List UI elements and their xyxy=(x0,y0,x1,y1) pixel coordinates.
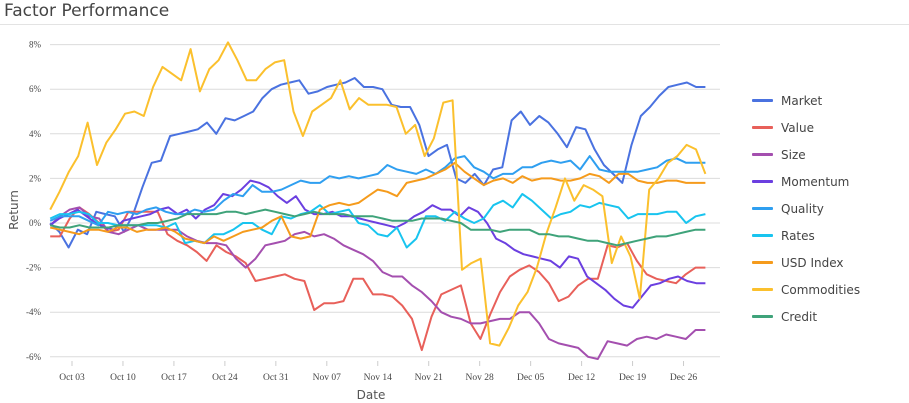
legend-label: Size xyxy=(781,147,806,162)
market-swatch-icon xyxy=(752,99,773,102)
x-tick-label: Nov 21 xyxy=(415,373,443,383)
series-line-usd-index[interactable] xyxy=(49,161,706,245)
y-tick-label: -6% xyxy=(26,352,41,362)
y-tick-label: -4% xyxy=(26,307,41,317)
momentum-swatch-icon xyxy=(752,180,773,183)
x-tick-label: Oct 03 xyxy=(59,373,85,383)
legend-item-commodities[interactable]: Commodities xyxy=(752,276,860,303)
legend-item-credit[interactable]: Credit xyxy=(752,303,860,330)
size-swatch-icon xyxy=(752,153,773,156)
legend-item-value[interactable]: Value xyxy=(752,114,860,141)
y-tick-label: 6% xyxy=(29,84,42,94)
value-swatch-icon xyxy=(752,126,773,129)
x-tick-label: Nov 28 xyxy=(466,373,494,383)
x-tick-label: Dec 05 xyxy=(517,373,544,383)
x-tick-label: Nov 07 xyxy=(313,373,341,383)
legend-label: Momentum xyxy=(781,174,850,189)
usd-index-swatch-icon xyxy=(752,261,773,264)
series-line-credit[interactable] xyxy=(49,208,706,247)
y-tick-label: 4% xyxy=(29,129,42,139)
x-tick-label: Nov 14 xyxy=(364,373,392,383)
commodities-swatch-icon xyxy=(752,288,773,291)
series-lines xyxy=(49,41,707,360)
x-tick-label: Dec 19 xyxy=(619,373,646,383)
series-line-quality[interactable] xyxy=(49,155,706,227)
x-axis-title: Date xyxy=(357,388,386,402)
legend-label: Commodities xyxy=(781,282,861,297)
legend-item-quality[interactable]: Quality xyxy=(752,195,860,222)
legend-label: Rates xyxy=(781,228,815,243)
series-line-market[interactable] xyxy=(49,77,706,249)
legend-label: Value xyxy=(781,120,814,135)
chart-legend: Market Value Size Momentum Quality Rates… xyxy=(752,87,860,330)
series-line-momentum[interactable] xyxy=(49,179,706,309)
y-axis-ticks: 8% 6% 4% 2% 0% -2% -4% -6% xyxy=(26,40,42,362)
quality-swatch-icon xyxy=(752,207,773,210)
legend-item-rates[interactable]: Rates xyxy=(752,222,860,249)
rates-swatch-icon xyxy=(752,234,773,237)
page-title: Factor Performance xyxy=(4,1,170,21)
y-tick-label: -2% xyxy=(26,263,41,273)
x-axis-ticks: Oct 03 Oct 10 Oct 17 Oct 24 Oct 31 Nov 07 Nov … xyxy=(59,361,697,383)
legend-item-usd-index[interactable]: USD Index xyxy=(752,249,860,276)
legend-label: USD Index xyxy=(781,255,844,270)
y-tick-label: 2% xyxy=(29,173,42,183)
x-tick-label: Oct 24 xyxy=(212,373,238,383)
y-tick-label: 0% xyxy=(29,218,42,228)
legend-item-size[interactable]: Size xyxy=(752,141,860,168)
legend-item-market[interactable]: Market xyxy=(752,87,860,114)
x-tick-label: Oct 17 xyxy=(161,373,187,383)
series-line-commodities[interactable] xyxy=(49,41,707,347)
x-tick-label: Dec 26 xyxy=(670,373,697,383)
gridlines xyxy=(50,44,720,358)
legend-label: Credit xyxy=(781,309,818,324)
legend-label: Quality xyxy=(781,201,824,216)
legend-item-momentum[interactable]: Momentum xyxy=(752,168,860,195)
header-divider xyxy=(0,24,909,25)
series-line-rates[interactable] xyxy=(49,193,706,249)
y-axis-title: Return xyxy=(7,190,21,230)
legend-label: Market xyxy=(781,93,823,108)
x-tick-label: Oct 31 xyxy=(263,373,289,383)
credit-swatch-icon xyxy=(752,315,773,318)
x-tick-label: Dec 12 xyxy=(568,373,595,383)
y-tick-label: 8% xyxy=(29,40,42,50)
series-line-value[interactable] xyxy=(50,206,706,352)
x-tick-label: Oct 10 xyxy=(110,373,136,383)
